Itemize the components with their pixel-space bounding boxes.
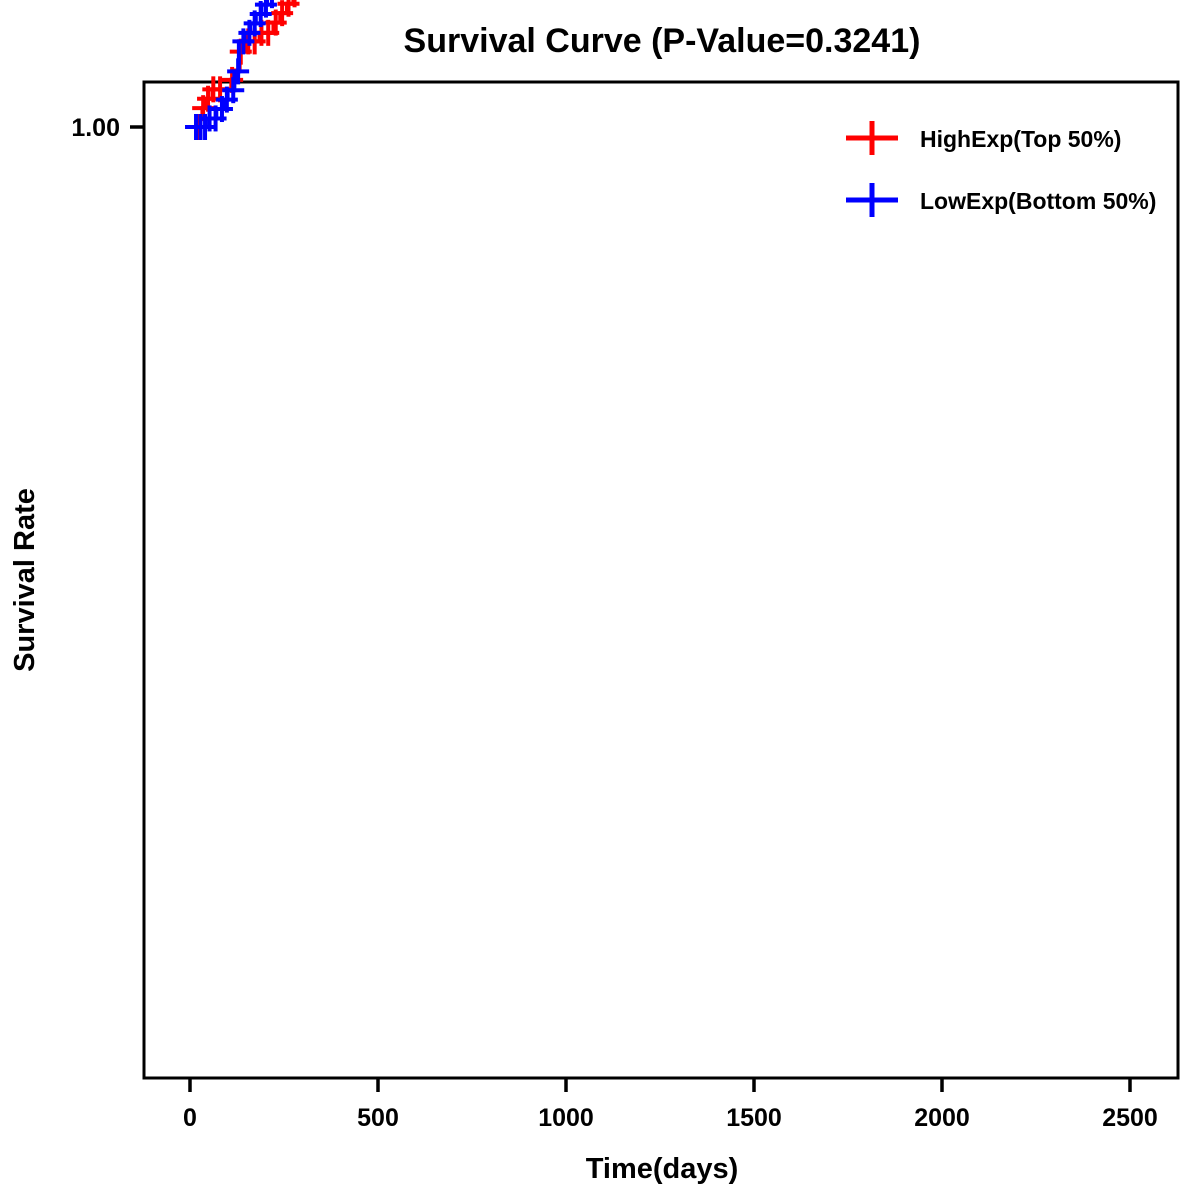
series-layer — [185, 0, 300, 140]
legend-entry-low-exp[interactable]: LowExp(Bottom 50%) — [846, 183, 1156, 217]
x-axis-title: Time(days) — [586, 1153, 739, 1185]
chart-legend: HighExp(Top 50%) LowExp(Bottom 50%) — [846, 121, 1156, 217]
y-tick-label: 1.00 — [71, 114, 120, 142]
x-tick-label: 1500 — [726, 1104, 782, 1132]
legend-label: LowExp(Bottom 50%) — [920, 188, 1156, 214]
x-axis-ticks: 0 500 1000 1500 2000 2500 — [183, 1078, 1158, 1132]
legend-label: HighExp(Top 50%) — [920, 126, 1121, 152]
x-tick-label: 1000 — [538, 1104, 594, 1132]
plot-frame — [142, 80, 1180, 1080]
x-tick-label: 2500 — [1102, 1104, 1158, 1132]
km-series-low-exp — [185, 0, 277, 140]
x-tick-label: 0 — [183, 1104, 197, 1132]
y-axis-title: Survival Rate — [9, 488, 41, 672]
chart-title: Survival Curve (P-Value=0.3241) — [404, 22, 921, 60]
y-axis-ticks: 0.000.250.500.751.00 — [71, 114, 144, 142]
legend-entry-high-exp[interactable]: HighExp(Top 50%) — [846, 121, 1121, 155]
x-tick-label: 2000 — [914, 1104, 970, 1132]
x-tick-label: 500 — [357, 1104, 399, 1132]
censor-marks — [185, 0, 277, 140]
